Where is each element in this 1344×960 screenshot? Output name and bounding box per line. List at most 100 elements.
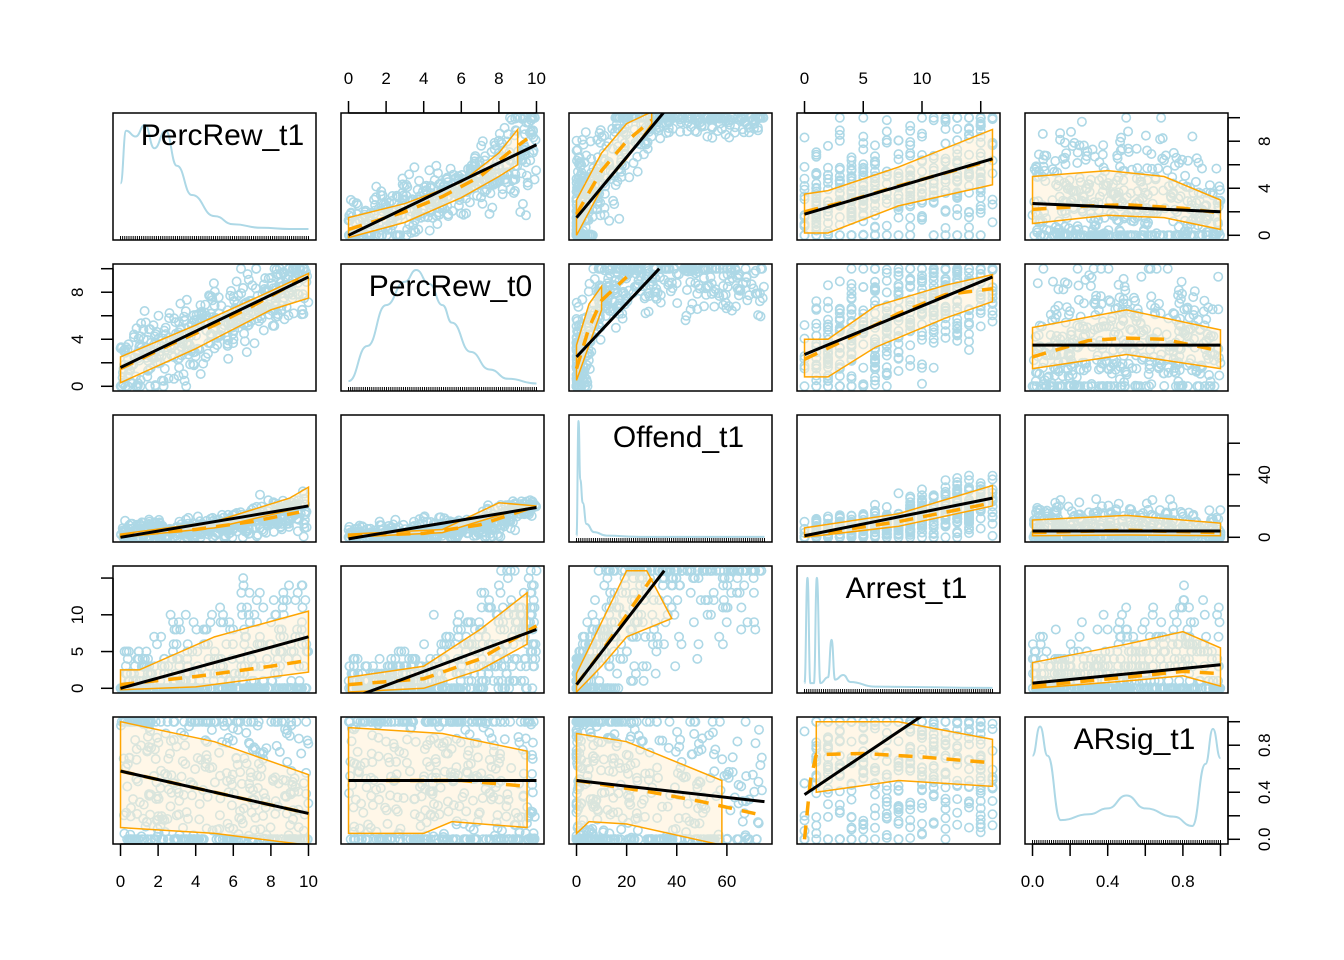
data-point bbox=[1213, 304, 1224, 315]
data-point bbox=[252, 529, 263, 540]
data-point bbox=[1043, 371, 1054, 382]
data-point bbox=[722, 281, 733, 292]
data-point bbox=[822, 173, 833, 184]
data-point bbox=[573, 301, 584, 312]
data-point bbox=[846, 283, 857, 294]
data-point bbox=[834, 164, 845, 175]
data-point bbox=[358, 522, 369, 533]
data-point bbox=[916, 214, 927, 225]
data-point bbox=[963, 470, 974, 481]
data-point bbox=[881, 381, 892, 391]
data-point bbox=[858, 113, 869, 123]
data-point bbox=[905, 212, 916, 223]
data-point bbox=[755, 311, 766, 322]
data-point bbox=[1085, 280, 1096, 291]
data-point bbox=[263, 273, 274, 284]
data-point bbox=[1191, 153, 1202, 164]
data-point bbox=[477, 198, 488, 209]
data-point bbox=[730, 265, 741, 276]
data-point bbox=[608, 195, 619, 206]
data-point bbox=[893, 230, 904, 240]
data-point bbox=[952, 320, 963, 331]
data-point bbox=[687, 298, 698, 309]
data-point bbox=[1078, 298, 1089, 309]
data-point bbox=[484, 528, 495, 539]
panel-frame bbox=[796, 263, 1001, 392]
data-point bbox=[1213, 271, 1224, 282]
data-point bbox=[928, 337, 939, 348]
data-point bbox=[288, 308, 299, 319]
data-point bbox=[270, 312, 281, 323]
data-point bbox=[424, 225, 435, 236]
data-point bbox=[1140, 218, 1151, 229]
data-point bbox=[520, 157, 531, 168]
data-point bbox=[916, 277, 927, 288]
data-point bbox=[834, 308, 845, 319]
data-point bbox=[1162, 165, 1173, 176]
data-point bbox=[640, 291, 651, 302]
data-point bbox=[1038, 264, 1049, 274]
data-point bbox=[517, 198, 528, 209]
data-point bbox=[241, 347, 252, 358]
data-point bbox=[1096, 358, 1107, 369]
data-point bbox=[952, 517, 963, 528]
panel-PercRew_t0-vs-PercRew_t1 bbox=[112, 263, 317, 392]
regression-line bbox=[575, 267, 661, 358]
data-point bbox=[178, 369, 189, 380]
data-point bbox=[574, 171, 585, 182]
data-point bbox=[247, 280, 258, 291]
data-point bbox=[580, 127, 591, 138]
data-point bbox=[1140, 130, 1151, 141]
panel-Offend_t1-vs-ARsig_t1 bbox=[1024, 414, 1229, 543]
data-point bbox=[1078, 140, 1089, 151]
data-point bbox=[834, 125, 845, 136]
data-point bbox=[846, 264, 857, 274]
data-point bbox=[429, 175, 440, 186]
regression-line bbox=[120, 504, 309, 539]
data-point bbox=[799, 516, 810, 527]
data-point bbox=[916, 527, 927, 538]
data-point bbox=[905, 275, 916, 286]
data-point bbox=[371, 181, 382, 192]
data-point bbox=[916, 378, 927, 389]
data-point bbox=[822, 314, 833, 325]
data-point bbox=[952, 513, 963, 524]
data-point bbox=[1096, 362, 1107, 373]
data-point bbox=[881, 362, 892, 373]
data-point bbox=[520, 210, 531, 221]
data-point bbox=[610, 322, 621, 333]
data-point bbox=[632, 151, 643, 162]
data-point bbox=[1116, 132, 1127, 143]
data-point bbox=[681, 310, 692, 321]
data-point bbox=[905, 354, 916, 365]
data-point bbox=[1087, 224, 1098, 235]
data-point bbox=[928, 522, 939, 533]
data-point bbox=[916, 131, 927, 142]
data-point bbox=[846, 230, 857, 240]
data-point bbox=[198, 358, 209, 369]
data-point bbox=[592, 204, 603, 215]
data-point bbox=[497, 189, 508, 200]
data-point bbox=[940, 488, 951, 499]
confidence-band bbox=[803, 273, 994, 378]
data-point bbox=[702, 131, 713, 142]
data-point bbox=[159, 363, 170, 374]
data-point bbox=[238, 282, 249, 293]
data-point bbox=[869, 379, 880, 390]
data-point bbox=[940, 475, 951, 486]
data-point bbox=[1143, 369, 1154, 380]
data-point bbox=[133, 378, 144, 389]
panel-Offend_t1-vs-PercRew_t1 bbox=[112, 414, 317, 543]
data-point bbox=[1162, 264, 1173, 274]
data-point bbox=[975, 478, 986, 489]
data-point bbox=[1071, 372, 1082, 383]
data-point bbox=[893, 286, 904, 297]
data-point bbox=[195, 368, 206, 379]
data-point bbox=[928, 230, 939, 240]
data-point bbox=[748, 123, 759, 134]
data-point bbox=[480, 151, 491, 162]
data-point bbox=[1059, 152, 1070, 163]
data-point bbox=[220, 531, 231, 542]
data-point bbox=[260, 273, 271, 284]
loess-line bbox=[804, 501, 993, 538]
